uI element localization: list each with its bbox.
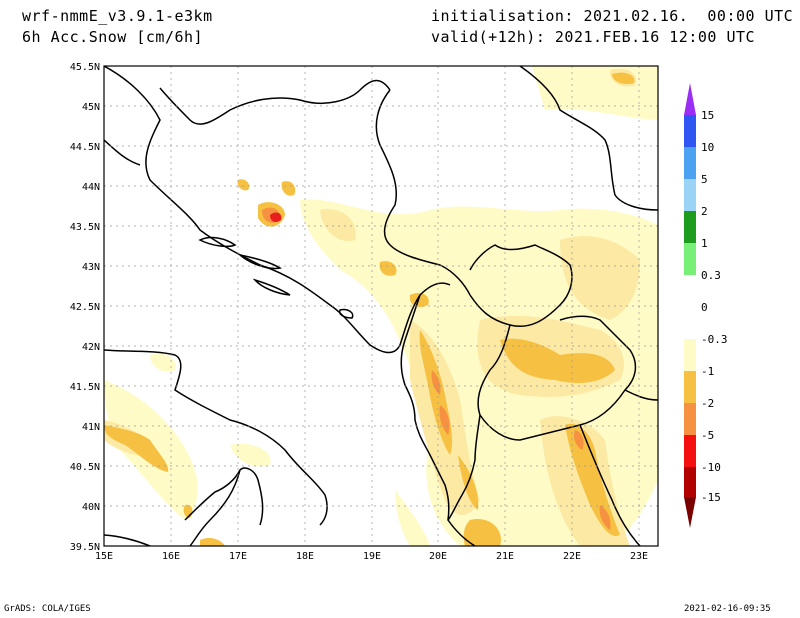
lon-label: 19E — [363, 551, 381, 562]
colorbar-segment — [684, 147, 696, 179]
map-frame — [103, 65, 659, 547]
colorbar-label: 15 — [701, 109, 714, 122]
lat-label: 40.5N — [70, 462, 100, 473]
colorbar-segment — [684, 371, 696, 403]
colorbar-segment — [684, 307, 696, 339]
colorbar-label: -5 — [701, 429, 714, 442]
snow-red-area — [270, 212, 282, 223]
lon-label: 17E — [229, 551, 247, 562]
colorbar-segment — [684, 243, 696, 275]
colorbar-label: 2 — [701, 205, 708, 218]
colorbar-segment — [684, 179, 696, 211]
colorbar-label: 1 — [701, 237, 708, 250]
colorbar-label: 0.3 — [701, 269, 721, 282]
lon-label: 20E — [429, 551, 447, 562]
lat-label: 43N — [82, 262, 100, 273]
colorbar-segment — [684, 435, 696, 467]
lon-label: 16E — [162, 551, 180, 562]
colorbar-segment — [684, 467, 696, 497]
lon-label: 23E — [630, 551, 648, 562]
lat-label: 41N — [82, 422, 100, 433]
lon-label: 15E — [95, 551, 113, 562]
colorbar-label: -1 — [701, 365, 714, 378]
lat-label: 45.5N — [70, 62, 100, 73]
lat-label: 43.5N — [70, 222, 100, 233]
lon-axis-labels: 15E 16E 17E 18E 19E 20E 21E 22E 23E — [95, 551, 648, 562]
colorbar-label: 0 — [701, 301, 708, 314]
lon-label: 21E — [496, 551, 514, 562]
colorbar-segment — [684, 275, 696, 307]
lat-label: 44.5N — [70, 142, 100, 153]
colorbar-segment — [684, 339, 696, 371]
lat-label: 40N — [82, 502, 100, 513]
lat-axis-labels: 45.5N 45N 44.5N 44N 43.5N 43N 42.5N 42N … — [70, 62, 100, 553]
lon-label: 22E — [563, 551, 581, 562]
colorbar-label: -15 — [701, 491, 721, 504]
footer-credit: GrADS: COLA/IGES — [4, 604, 91, 614]
lat-label: 39.5N — [70, 542, 100, 553]
grid-lines — [104, 66, 658, 546]
coastlines-borders — [104, 66, 658, 546]
model-title: wrf-nmmE_v3.9.1-e3km — [22, 7, 213, 25]
lat-label: 45N — [82, 102, 100, 113]
lat-label: 41.5N — [70, 382, 100, 393]
lat-label: 44N — [82, 182, 100, 193]
valid-time: valid(+12h): 2021.FEB.16 12:00 UTC — [431, 28, 756, 46]
colorbar-segment — [684, 403, 696, 435]
colorbar-label: 5 — [701, 173, 708, 186]
lat-label: 42N — [82, 342, 100, 353]
footer-timestamp: 2021-02-16-09:35 — [684, 604, 771, 614]
lon-label: 18E — [296, 551, 314, 562]
colorbar-top-arrow — [684, 83, 696, 115]
colorbar-label: -10 — [701, 461, 721, 474]
colorbar-label: -0.3 — [701, 333, 728, 346]
field-title: 6h Acc.Snow [cm/6h] — [22, 28, 204, 46]
colorbar-label: 10 — [701, 141, 714, 154]
snow-field — [104, 66, 658, 546]
colorbar: 15 10 5 2 1 0.3 0 -0.3 -1 -2 -5 -10 -15 — [684, 83, 728, 528]
colorbar-segment — [684, 115, 696, 147]
lat-label: 42.5N — [70, 302, 100, 313]
init-time: initialisation: 2021.02.16. 00:00 UTC — [431, 7, 794, 25]
colorbar-segment — [684, 211, 696, 243]
colorbar-bottom-arrow — [684, 497, 696, 528]
colorbar-label: -2 — [701, 397, 714, 410]
